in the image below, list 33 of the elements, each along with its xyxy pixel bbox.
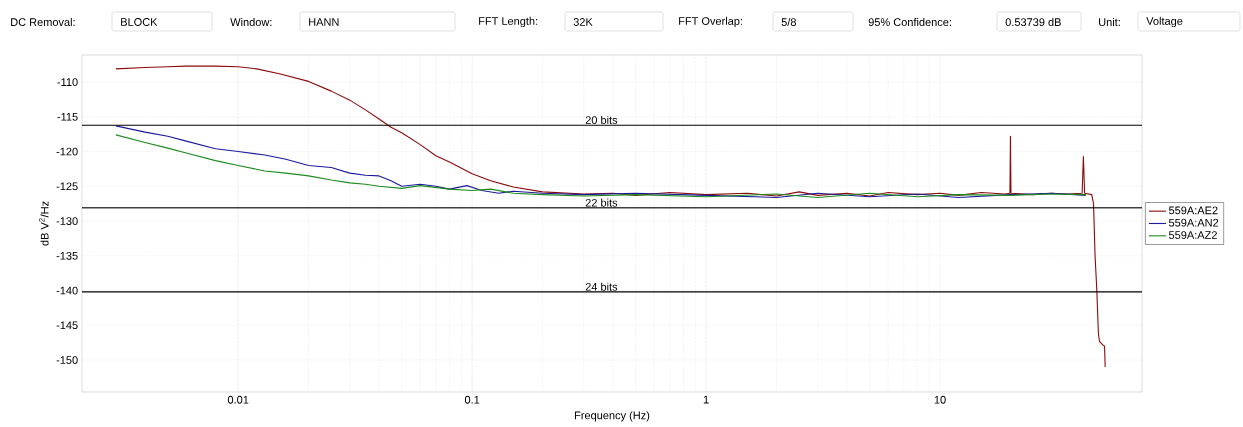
text: BLOCK	[121, 18, 158, 26]
text: 0.53739 dB	[1005, 17, 1061, 27]
text: DC Removal:	[11, 17, 75, 27]
text: 32K	[573, 18, 593, 26]
x-tick-label: 1	[703, 395, 709, 404]
legend-label: 559A:AZ2	[1168, 231, 1217, 239]
ref-line-label: 22 bits	[585, 198, 618, 207]
text: Window:	[230, 17, 272, 27]
y-tick-label: -140	[56, 286, 78, 295]
x-tick-label: 10	[934, 395, 946, 404]
text: 5/8	[781, 17, 797, 27]
y-tick-label: -120	[56, 147, 78, 156]
legend-label: 559A:AE2	[1168, 206, 1218, 215]
y-tick-label: -145	[56, 321, 78, 330]
text: HANN	[309, 18, 339, 26]
y-tick-label: -130	[56, 217, 78, 225]
text: Voltage	[1146, 16, 1183, 28]
legend-label: 559A:AN2	[1168, 218, 1219, 227]
text: FFT Length:	[479, 16, 538, 28]
y-tick-label: -150	[56, 356, 78, 364]
text: Unit:	[1099, 17, 1120, 27]
x-tick-label: 0.01	[227, 395, 249, 404]
text: 95% Confidence:	[868, 17, 951, 27]
y-axis-title: dB V$^{2}$/Hz	[39, 201, 49, 246]
text: FFT Overlap:	[679, 16, 742, 28]
x-tick-label: 0.1	[464, 395, 480, 404]
ref-line-label: 20 bits	[585, 115, 618, 124]
y-tick-label: -115	[57, 113, 78, 121]
x-axis-title: Frequency (Hz)	[575, 411, 650, 422]
y-tick-label: -110	[57, 78, 78, 86]
y-tick-label: -135	[56, 251, 78, 260]
y-tick-label: -125	[56, 182, 78, 191]
ref-line-label: 24 bits	[585, 282, 618, 291]
